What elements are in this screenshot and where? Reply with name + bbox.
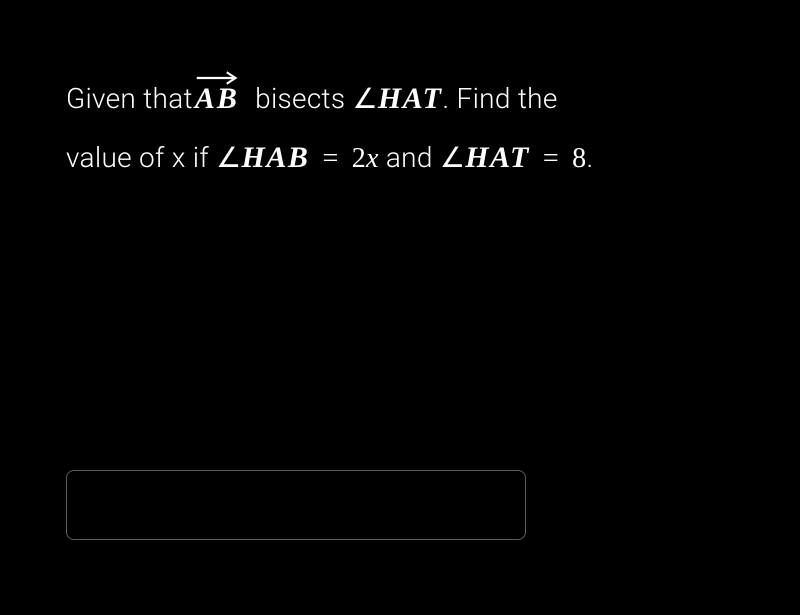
angle-symbol-2: ∠	[216, 143, 241, 174]
text-part3: . Find the	[442, 82, 557, 115]
ray-label: AB	[195, 82, 239, 115]
angle-hab: HAB	[242, 141, 310, 174]
question-text: Given thatAB bisects ∠HAT. Find the valu…	[66, 70, 734, 187]
ray-ab: AB	[195, 70, 239, 129]
text-part4: value of x if	[66, 141, 216, 174]
angle-hat-2: HAT	[465, 141, 530, 174]
text-part1: Given that	[66, 82, 193, 115]
equals-1: =	[322, 143, 338, 174]
text-part5: and	[379, 141, 440, 174]
answer-input[interactable]	[66, 470, 526, 540]
angle-symbol-1: ∠	[352, 84, 377, 115]
angle-symbol-3: ∠	[440, 143, 465, 174]
angle-hat-1: HAT	[378, 82, 443, 115]
text-part2: bisects	[255, 82, 352, 115]
coeff-2: 2	[352, 143, 366, 174]
var-x: x	[366, 143, 379, 174]
value-8: 8	[572, 143, 586, 174]
question-container: Given thatAB bisects ∠HAT. Find the valu…	[0, 0, 800, 187]
equals-2: =	[543, 143, 559, 174]
text-part6: .	[586, 141, 593, 174]
ray-arrow-icon	[195, 50, 239, 66]
